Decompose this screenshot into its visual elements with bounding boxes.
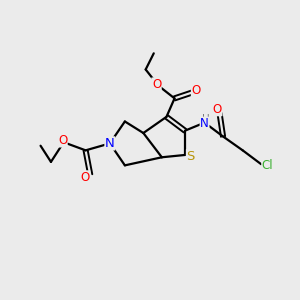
Text: O: O: [80, 171, 90, 184]
Text: O: O: [213, 103, 222, 116]
Text: Cl: Cl: [262, 159, 273, 172]
Text: O: O: [191, 84, 201, 97]
Text: N: N: [200, 117, 209, 130]
Text: H: H: [202, 114, 210, 124]
Text: O: O: [58, 134, 67, 147]
Text: S: S: [187, 150, 195, 163]
Text: N: N: [105, 137, 115, 150]
Text: O: O: [152, 78, 161, 91]
